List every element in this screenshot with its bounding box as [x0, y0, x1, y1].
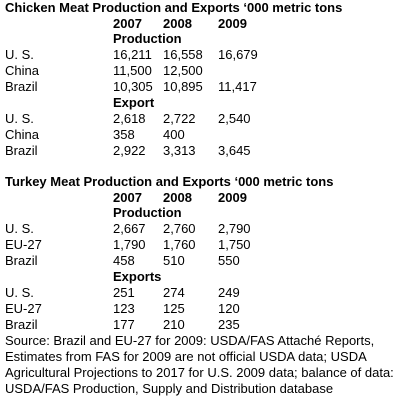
row-label: EU-27	[5, 237, 42, 252]
row-label: EU-27	[5, 301, 42, 316]
cell-value: 11,417	[218, 79, 257, 94]
row-label: U. S.	[5, 47, 34, 62]
cell-value: 16,679	[218, 47, 258, 62]
group-label: Production	[113, 205, 182, 220]
cell-value: 249	[218, 285, 240, 300]
cell-value: 2,667	[113, 221, 146, 236]
cell-value: 274	[163, 285, 185, 300]
source-note: Estimates from FAS for 2009 are not offi…	[5, 349, 367, 364]
cell-value: 11,500	[113, 63, 152, 78]
year-header: 2009	[218, 190, 247, 205]
cell-value: 235	[218, 317, 240, 332]
cell-value: 1,760	[163, 237, 196, 252]
cell-value: 16,558	[163, 47, 203, 62]
cell-value: 2,790	[218, 221, 251, 236]
row-label: U. S.	[5, 221, 34, 236]
cell-value: 177	[113, 317, 135, 332]
year-header: 2007	[113, 190, 142, 205]
cell-value: 10,895	[163, 79, 203, 94]
year-header: 2007	[113, 16, 142, 31]
cell-value: 210	[163, 317, 185, 332]
year-header: 2008	[163, 190, 192, 205]
cell-value: 2,760	[163, 221, 196, 236]
row-label: Brazil	[5, 317, 38, 332]
cell-value: 3,313	[163, 143, 196, 158]
group-label: Exports	[113, 269, 162, 284]
cell-value: 123	[113, 301, 135, 316]
cell-value: 550	[218, 253, 240, 268]
cell-value: 10,305	[113, 79, 153, 94]
cell-value: 458	[113, 253, 135, 268]
cell-value: 2,722	[163, 111, 196, 126]
row-label: China	[5, 63, 39, 78]
section-title: Turkey Meat Production and Exports ‘000 …	[5, 174, 334, 189]
source-note: USDA/FAS Production, Supply and Distribu…	[5, 381, 334, 396]
cell-value: 12,500	[163, 63, 203, 78]
year-header: 2008	[163, 16, 192, 31]
cell-value: 125	[163, 301, 185, 316]
cell-value: 1,790	[113, 237, 146, 252]
cell-value: 358	[113, 127, 135, 142]
cell-value: 400	[163, 127, 185, 142]
group-label: Production	[113, 31, 182, 46]
row-label: China	[5, 127, 39, 142]
year-header: 2009	[218, 16, 247, 31]
group-label: Export	[113, 95, 155, 110]
cell-value: 2,618	[113, 111, 146, 126]
row-label: Brazil	[5, 143, 38, 158]
source-note: Source: Brazil and EU-27 for 2009: USDA/…	[5, 333, 375, 348]
row-label: Brazil	[5, 253, 38, 268]
source-note: Agricultural Projections to 2017 for U.S…	[5, 365, 394, 380]
cell-value: 1,750	[218, 237, 251, 252]
cell-value: 16,211	[113, 47, 152, 62]
row-label: U. S.	[5, 111, 34, 126]
row-label: U. S.	[5, 285, 34, 300]
cell-value: 2,540	[218, 111, 251, 126]
cell-value: 251	[113, 285, 135, 300]
cell-value: 2,922	[113, 143, 146, 158]
row-label: Brazil	[5, 79, 38, 94]
cell-value: 120	[218, 301, 240, 316]
cell-value: 510	[163, 253, 185, 268]
section-title: Chicken Meat Production and Exports ‘000…	[5, 0, 343, 15]
cell-value: 3,645	[218, 143, 251, 158]
